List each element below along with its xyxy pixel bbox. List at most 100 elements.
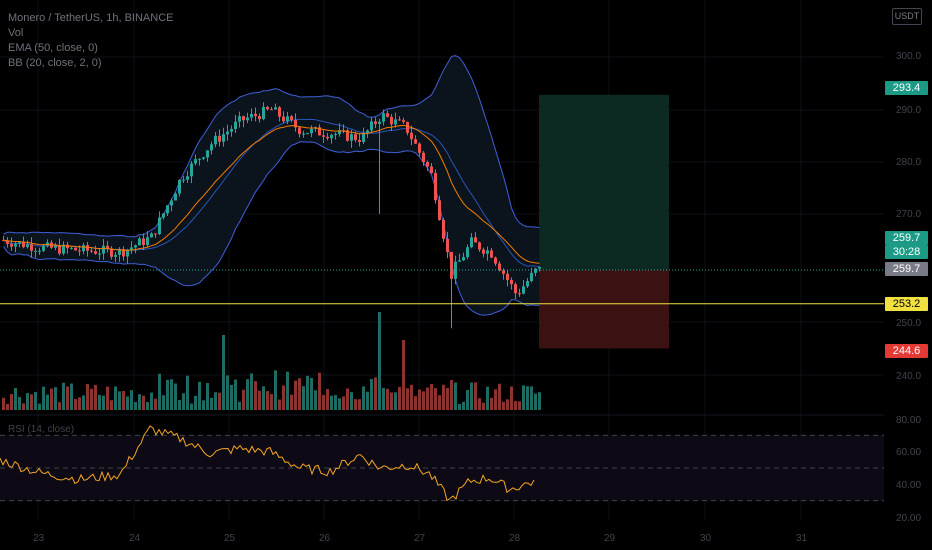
candle-body: [434, 172, 437, 201]
volume-bar: [470, 382, 473, 410]
candle-body: [118, 249, 121, 255]
candle-body: [182, 179, 185, 181]
candle-body: [130, 247, 133, 250]
candle-body: [178, 180, 181, 194]
volume-bar: [230, 384, 233, 410]
volume-bar: [406, 388, 409, 410]
rsi-pane: [0, 414, 884, 502]
candle-body: [150, 233, 153, 238]
candle-body: [278, 107, 281, 117]
volume-bar: [214, 392, 217, 410]
volume-bar: [290, 394, 293, 410]
candle-body: [366, 130, 369, 133]
candle-body: [534, 268, 537, 273]
volume-bar: [362, 386, 365, 410]
candle-body: [158, 217, 161, 235]
volume-bar: [90, 388, 93, 410]
candle-body: [290, 116, 293, 120]
candle-body: [430, 166, 433, 173]
volume-bar: [198, 381, 201, 410]
candle-body: [166, 205, 169, 214]
volume-bar: [490, 397, 493, 410]
candle-body: [310, 128, 313, 134]
volume-bar: [414, 396, 417, 410]
candle-body: [426, 162, 429, 167]
volume-bar: [106, 386, 109, 410]
candle-body: [222, 134, 225, 142]
time-tick-24: 24: [129, 533, 141, 544]
candle-body: [250, 113, 253, 118]
volume-bar: [306, 375, 309, 410]
volume-bar: [282, 385, 285, 410]
candle-body: [30, 244, 33, 251]
volume-bar: [242, 389, 245, 410]
candle-body: [374, 121, 377, 124]
vol-legend[interactable]: Vol: [8, 27, 24, 39]
bb-fill: [3, 55, 540, 316]
candle-body: [346, 130, 349, 141]
volume-bar: [438, 395, 441, 410]
candle-body: [98, 253, 101, 255]
volume-bar: [442, 384, 445, 410]
volume-bar: [462, 401, 465, 410]
volume-bar: [94, 384, 97, 410]
candle-body: [274, 107, 277, 110]
symbol-title[interactable]: Monero / TetherUS, 1h, BINANCE: [8, 12, 174, 24]
volume-bar: [54, 387, 57, 410]
candle-body: [114, 254, 117, 257]
candle-body: [194, 159, 197, 164]
volume-bar: [206, 383, 209, 410]
rsi-tick-80: 80.00: [896, 415, 921, 426]
volume-bar: [98, 394, 101, 410]
volume-bar: [526, 386, 529, 410]
candle-body: [414, 139, 417, 144]
candle-body: [382, 113, 385, 122]
volume-bar: [74, 398, 77, 410]
candle-body: [210, 144, 213, 151]
volume-bar: [346, 388, 349, 410]
candle-body: [502, 270, 505, 274]
volume-bar: [114, 386, 117, 410]
candle-body: [214, 135, 217, 145]
candle-body: [494, 257, 497, 264]
volume-bar: [22, 403, 25, 410]
volume-bar: [166, 379, 169, 410]
volume-bar: [250, 373, 253, 410]
candle-body: [110, 248, 113, 257]
current-price-tag: 259.7: [885, 231, 928, 245]
candle-body: [42, 245, 45, 251]
candle-body: [142, 238, 145, 246]
volume-bar: [494, 389, 497, 410]
volume-bar: [122, 391, 125, 410]
volume-bar: [354, 399, 357, 410]
volume-bar: [334, 395, 337, 410]
candle-body: [86, 245, 89, 251]
candle-body: [138, 238, 141, 246]
candle-body: [466, 247, 469, 258]
candle-body: [350, 134, 353, 141]
volume-bar: [142, 395, 145, 410]
volume-bar: [374, 377, 377, 410]
candle-body: [154, 233, 157, 235]
bb-legend[interactable]: BB (20, close, 2, 0): [8, 57, 102, 69]
candle-body: [362, 132, 365, 142]
bollinger-bands: [3, 55, 540, 316]
volume-bar: [78, 397, 81, 410]
volume-bar: [530, 386, 533, 410]
candle-body: [514, 284, 517, 294]
candle-body: [230, 129, 233, 132]
candle-body: [322, 135, 325, 137]
volume-bar: [498, 383, 501, 410]
ema-legend[interactable]: EMA (50, close, 0): [8, 42, 98, 54]
candle-body: [538, 267, 541, 269]
volume-bar: [226, 375, 229, 410]
position-zones[interactable]: [539, 94, 669, 349]
rsi-line: [0, 425, 535, 502]
volume-bar: [130, 390, 133, 410]
candle-body: [70, 247, 73, 249]
currency-button[interactable]: USDT: [892, 8, 922, 25]
candle-body: [286, 116, 289, 122]
volume-bar: [410, 384, 413, 410]
volume-bar: [298, 378, 301, 410]
